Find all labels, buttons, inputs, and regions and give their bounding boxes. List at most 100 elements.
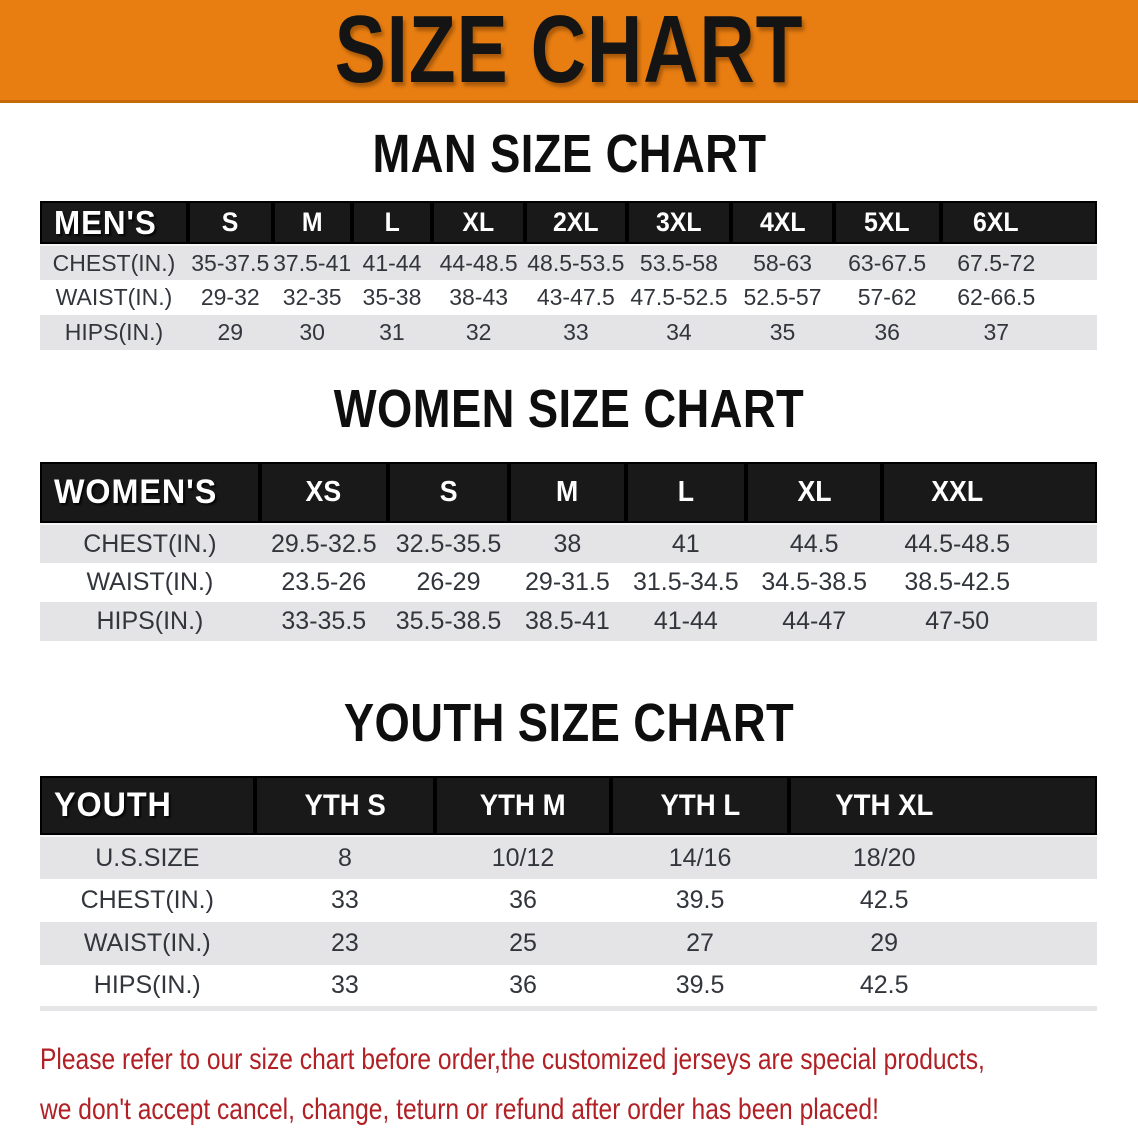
size-value-cell: 44.5: [746, 524, 883, 563]
size-value-cell: 18/20: [789, 836, 1097, 879]
size-value-cell: 38-43: [432, 280, 526, 315]
size-value-cell: 41-44: [625, 602, 747, 641]
table-row: HIPS(IN.) 33 36 39.5 42.5: [40, 965, 1097, 1008]
youth-header-row: YOUTH YTH S YTH M YTH L YTH XL: [40, 776, 1097, 837]
size-value-cell: 32.5-35.5: [387, 524, 510, 563]
table-row: HIPS(IN.) 29 30 31 32 33 34 35 36 37: [40, 315, 1097, 350]
size-value-cell: 41-44: [351, 245, 433, 280]
man-section-heading: MAN SIZE CHART: [0, 127, 1138, 181]
disclaimer-line-1: Please refer to our size chart before or…: [40, 1042, 985, 1076]
row-label: CHEST(IN.): [40, 879, 255, 922]
size-value-cell: 29-31.5: [509, 563, 626, 602]
size-value-cell: 25: [435, 922, 611, 965]
size-value-cell: 31.5-34.5: [625, 563, 747, 602]
size-value-cell: 47.5-52.5: [626, 280, 732, 315]
size-value-cell: 33-35.5: [259, 602, 388, 641]
size-value-cell: 34: [626, 315, 732, 350]
size-chart-banner: SIZE CHART: [0, 0, 1138, 103]
row-label: WAIST(IN.): [40, 922, 255, 965]
men-size-table: MEN'S S M L XL 2XL 3XL 4XL 5XL 6XL CHEST…: [40, 201, 1097, 350]
table-row: WAIST(IN.) 23.5-26 26-29 29-31.5 31.5-34…: [40, 563, 1097, 602]
size-value-cell: 33: [254, 879, 436, 922]
table-row: HIPS(IN.) 33-35.5 35.5-38.5 38.5-41 41-4…: [40, 602, 1097, 641]
youth-size-table: YOUTH YTH S YTH M YTH L YTH XL U.S.SIZE …: [40, 776, 1097, 1011]
disclaimer-line-2: we don't accept cancel, change, teturn o…: [40, 1092, 879, 1126]
size-value-cell: 26-29: [387, 563, 510, 602]
women-size-chart-title: WOMEN SIZE CHART: [333, 379, 805, 439]
column-header-size: 3XL: [626, 201, 732, 246]
table-row: WAIST(IN.) 29-32 32-35 35-38 38-43 43-47…: [40, 280, 1097, 315]
column-header-size: M: [509, 462, 626, 525]
size-value-cell: 63-67.5: [833, 245, 941, 280]
size-value-cell: 58-63: [731, 245, 834, 280]
size-value-cell: 23.5-26: [259, 563, 388, 602]
column-header-size: L: [625, 462, 747, 525]
size-value-cell: 27: [610, 922, 790, 965]
column-header-size: 2XL: [525, 201, 627, 246]
women-size-table: WOMEN'S XS S M L XL XXL CHEST(IN.) 29.5-…: [40, 462, 1097, 641]
table-corner-label: MEN'S: [40, 201, 188, 246]
column-header-size: S: [387, 462, 510, 525]
column-header-size: XXL: [882, 462, 1097, 525]
row-label: HIPS(IN.): [40, 315, 188, 350]
size-value-cell: 29: [187, 315, 273, 350]
size-value-cell: 42.5: [789, 965, 1097, 1008]
women-section-heading: WOMEN SIZE CHART: [0, 382, 1138, 436]
size-value-cell: 33: [525, 315, 627, 350]
size-value-cell: 62-66.5: [940, 280, 1097, 315]
size-value-cell: 44.5-48.5: [882, 524, 1097, 563]
size-value-cell: 36: [435, 965, 611, 1008]
women-header-row: WOMEN'S XS S M L XL XXL: [40, 462, 1097, 525]
table-row: CHEST(IN.) 29.5-32.5 32.5-35.5 38 41 44.…: [40, 524, 1097, 563]
row-label: WAIST(IN.): [40, 280, 188, 315]
size-value-cell: 10/12: [435, 836, 611, 879]
row-label: HIPS(IN.): [40, 965, 255, 1008]
column-header-size: 5XL: [833, 201, 941, 246]
column-header-size: M: [272, 201, 352, 246]
row-label: U.S.SIZE: [40, 836, 255, 879]
size-value-cell: 35.5-38.5: [387, 602, 510, 641]
size-value-cell: 37.5-41: [272, 245, 352, 280]
size-value-cell: 42.5: [789, 879, 1097, 922]
row-label: CHEST(IN.): [40, 524, 260, 563]
size-value-cell: 39.5: [610, 879, 790, 922]
row-label: WAIST(IN.): [40, 563, 260, 602]
size-value-cell: 41: [625, 524, 747, 563]
column-header-size: L: [351, 201, 433, 246]
size-value-cell: 14/16: [610, 836, 790, 879]
size-value-cell: 29: [789, 922, 1097, 965]
size-value-cell: 37: [940, 315, 1097, 350]
size-value-cell: 38: [509, 524, 626, 563]
size-value-cell: 32: [432, 315, 526, 350]
row-label: CHEST(IN.): [40, 245, 188, 280]
man-size-chart-title: MAN SIZE CHART: [372, 124, 766, 184]
size-value-cell: 23: [254, 922, 436, 965]
table-row: CHEST(IN.) 33 36 39.5 42.5: [40, 879, 1097, 922]
size-value-cell: 8: [254, 836, 436, 879]
size-value-cell: 33: [254, 965, 436, 1008]
size-value-cell: 39.5: [610, 965, 790, 1008]
table-corner-label: YOUTH: [40, 776, 255, 837]
size-value-cell: 38.5-42.5: [882, 563, 1097, 602]
column-header-size: YTH XL: [789, 776, 1097, 837]
size-value-cell: 44-48.5: [432, 245, 526, 280]
table-row: U.S.SIZE 8 10/12 14/16 18/20: [40, 836, 1097, 879]
size-value-cell: 57-62: [833, 280, 941, 315]
table-row: CHEST(IN.) 35-37.5 37.5-41 41-44 44-48.5…: [40, 245, 1097, 280]
youth-section-heading: YOUTH SIZE CHART: [0, 696, 1138, 750]
size-value-cell: 29-32: [187, 280, 273, 315]
size-value-cell: 36: [435, 879, 611, 922]
size-value-cell: 52.5-57: [731, 280, 834, 315]
size-value-cell: 34.5-38.5: [746, 563, 883, 602]
column-header-size: XS: [259, 462, 388, 525]
men-label: MEN'S: [54, 203, 157, 241]
column-header-size: XL: [432, 201, 526, 246]
size-value-cell: 32-35: [272, 280, 352, 315]
column-header-size: YTH S: [254, 776, 436, 837]
size-value-cell: 35-38: [351, 280, 433, 315]
size-value-cell: 29.5-32.5: [259, 524, 388, 563]
size-value-cell: 47-50: [882, 602, 1097, 641]
size-value-cell: 48.5-53.5: [525, 245, 627, 280]
size-value-cell: 43-47.5: [525, 280, 627, 315]
